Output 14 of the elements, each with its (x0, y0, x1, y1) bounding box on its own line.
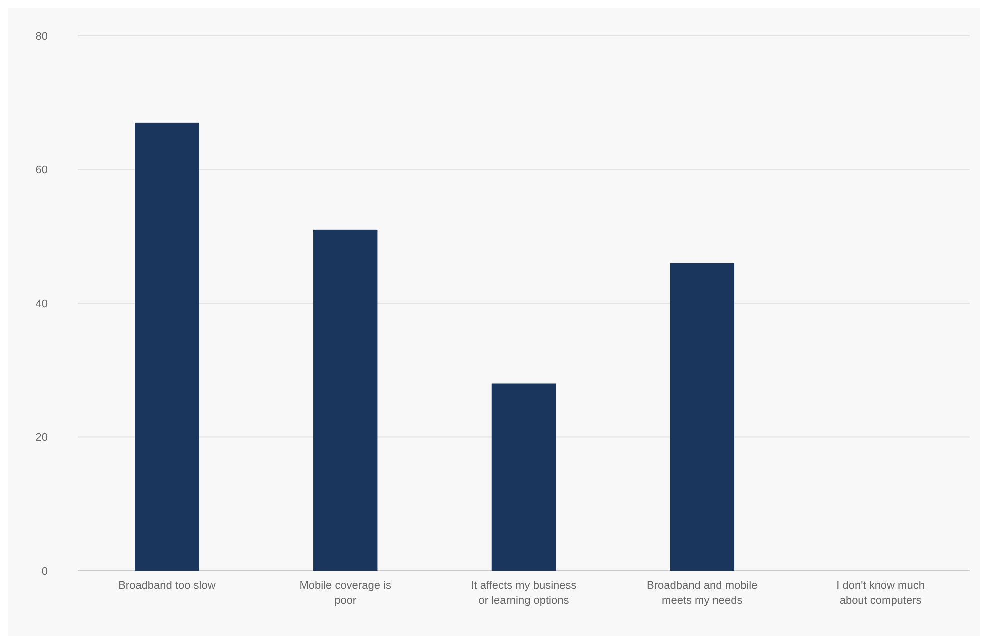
y-tick-label: 20 (36, 432, 48, 444)
x-tick-label: It affects my business or learning options (471, 580, 578, 607)
bar (313, 230, 378, 571)
bar (135, 122, 200, 571)
y-tick-label: 40 (36, 298, 48, 310)
x-tick-label: Mobile coverage is poor (300, 580, 392, 607)
x-tick-label: Broadband and mobile meets my needs (647, 580, 758, 607)
y-tick-label: 0 (42, 566, 48, 578)
y-tick-label: 60 (36, 164, 48, 177)
x-tick-label: Broadband too slow (118, 580, 216, 592)
y-tick-label: 80 (36, 30, 48, 43)
bar (670, 263, 735, 571)
x-tick-label: I don't know much about computers (836, 580, 925, 607)
bar (492, 384, 556, 571)
